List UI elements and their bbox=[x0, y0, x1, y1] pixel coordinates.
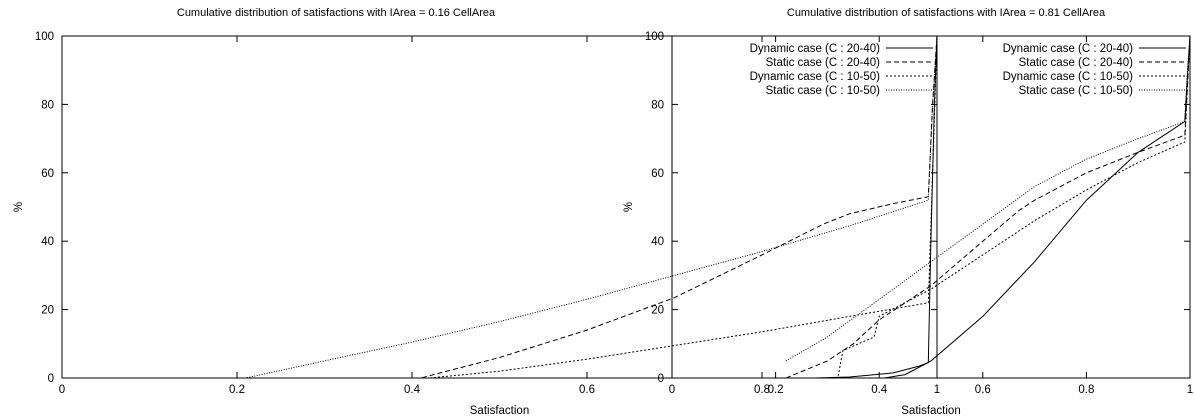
y-tick-label: 0 bbox=[48, 373, 54, 385]
legend-label: Dynamic case (C : 20-40) bbox=[1003, 43, 1134, 55]
y-tick-label: 0 bbox=[658, 373, 664, 385]
x-tick-label: 0.2 bbox=[768, 384, 784, 396]
plot-frame bbox=[671, 35, 1191, 379]
y-tick-label: 40 bbox=[651, 236, 664, 248]
y-tick-label: 80 bbox=[651, 99, 664, 111]
y-tick-label: 100 bbox=[645, 31, 664, 43]
x-tick-label: 0 bbox=[669, 384, 675, 396]
y-tick-label: 60 bbox=[41, 168, 54, 180]
chart-panel-right: Cumulative distribution of satisfactions… bbox=[623, 7, 1193, 417]
legend-label: Dynamic case (C : 10-50) bbox=[1003, 71, 1134, 83]
y-axis-label: % bbox=[13, 202, 25, 212]
x-tick-label: 0.2 bbox=[229, 384, 245, 396]
x-tick-label: 0.8 bbox=[1078, 384, 1094, 396]
y-tick-label: 40 bbox=[41, 236, 54, 248]
legend-label: Dynamic case (C : 20-40) bbox=[750, 43, 881, 55]
legend-label: Dynamic case (C : 10-50) bbox=[750, 71, 881, 83]
x-tick-label: 0 bbox=[59, 384, 65, 396]
x-axis-label: Satisfaction bbox=[470, 405, 529, 417]
x-tick-label: 0.4 bbox=[871, 384, 888, 396]
y-tick-label: 20 bbox=[651, 305, 664, 317]
legend-label: Static case (C : 20-40) bbox=[766, 57, 881, 69]
x-tick-label: 0.6 bbox=[579, 384, 595, 396]
series-line-3 bbox=[672, 35, 1191, 379]
chart-panel-left: Cumulative distribution of satisfactions… bbox=[13, 7, 940, 417]
series-line-4 bbox=[62, 35, 938, 379]
series-line-3 bbox=[62, 35, 938, 379]
series-line-2 bbox=[785, 35, 1191, 379]
legend-label: Static case (C : 20-40) bbox=[1019, 57, 1134, 69]
y-tick-label: 60 bbox=[651, 168, 664, 180]
chart-title: Cumulative distribution of satisfactions… bbox=[177, 7, 496, 19]
y-tick-label: 100 bbox=[35, 31, 54, 43]
legend-label: Static case (C : 10-50) bbox=[766, 85, 881, 97]
x-tick-label: 1 bbox=[1187, 384, 1193, 396]
x-tick-label: 1 bbox=[934, 384, 940, 396]
x-axis-label: Satisfaction bbox=[901, 405, 960, 417]
y-axis-label: % bbox=[623, 202, 635, 212]
legend-label: Static case (C : 10-50) bbox=[1019, 85, 1134, 97]
y-tick-label: 20 bbox=[41, 305, 54, 317]
x-tick-label: 0.4 bbox=[404, 384, 421, 396]
series-line-4 bbox=[785, 35, 1191, 362]
x-tick-label: 0.8 bbox=[754, 384, 770, 396]
chart-title: Cumulative distribution of satisfactions… bbox=[787, 7, 1106, 19]
x-tick-label: 0.6 bbox=[975, 384, 991, 396]
y-tick-label: 80 bbox=[41, 99, 54, 111]
